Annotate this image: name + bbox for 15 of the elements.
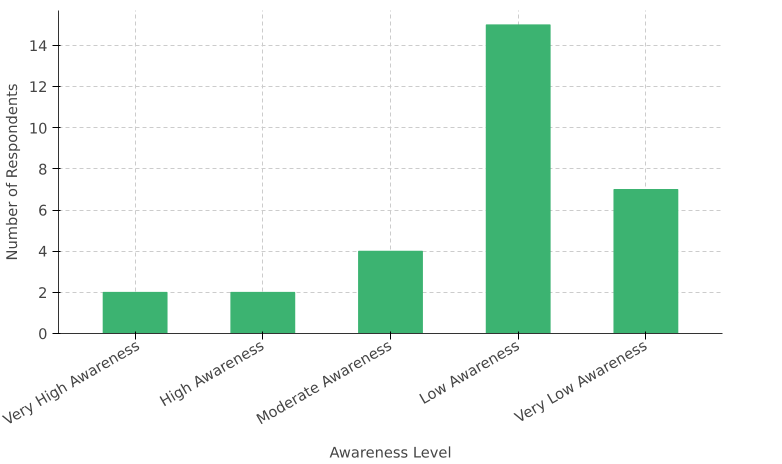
bar [102, 292, 168, 334]
y-tick-label: 0 [38, 326, 48, 343]
y-tick-label: 14 [28, 38, 48, 55]
bar [613, 188, 678, 334]
y-tick-label: 4 [38, 244, 48, 261]
bar [358, 250, 423, 334]
y-tick-label: 10 [28, 120, 48, 138]
y-tick-label: 12 [28, 79, 48, 96]
y-tick-label: 2 [38, 284, 48, 302]
y-tick-label: 8 [38, 161, 48, 178]
y-tick-label: 6 [38, 202, 48, 220]
bar [230, 292, 296, 334]
bar [486, 24, 551, 334]
x-axis-title: Awareness Level [329, 444, 452, 462]
y-axis-title: Number of Respondents [4, 83, 21, 261]
